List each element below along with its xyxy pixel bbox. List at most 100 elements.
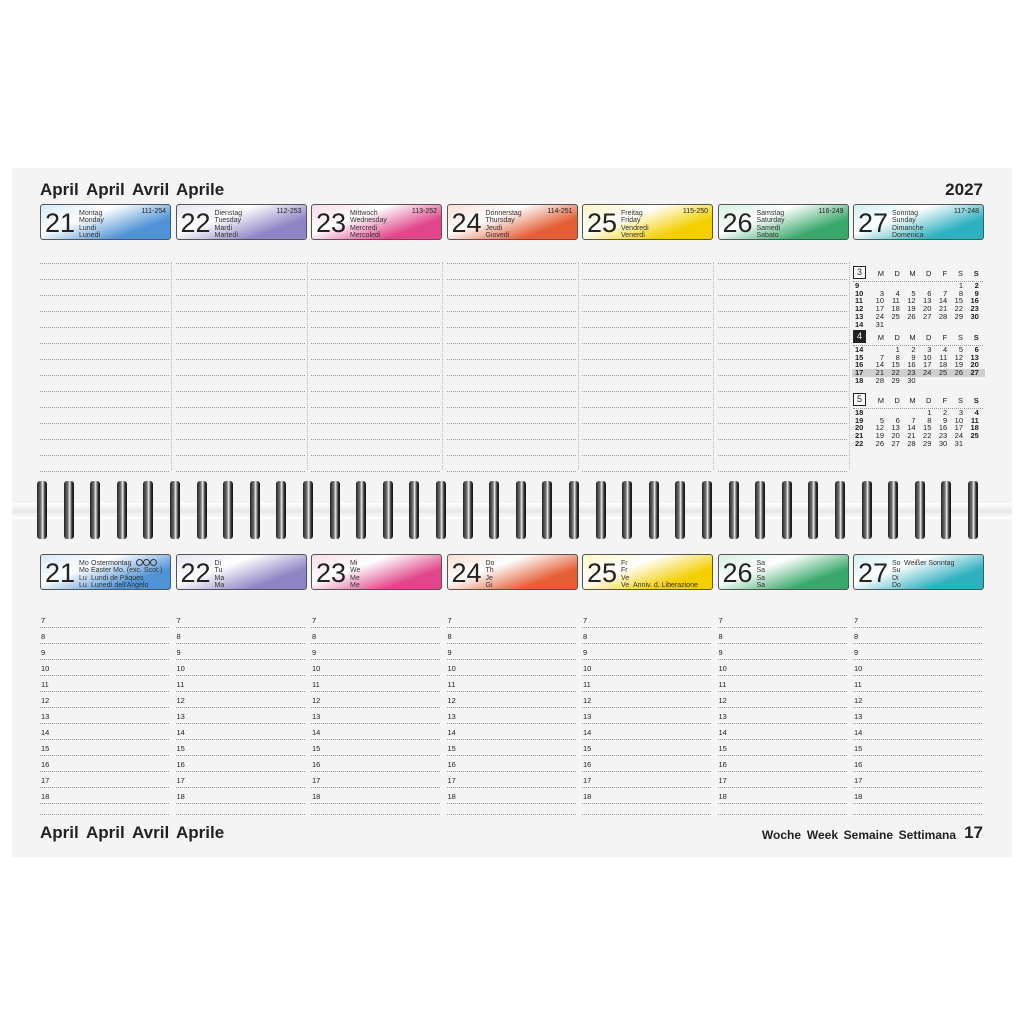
hour-label: 15	[854, 744, 863, 753]
note-line	[40, 375, 169, 376]
hour-line	[446, 771, 576, 772]
hour-label: 15	[718, 744, 727, 753]
hour-line	[311, 803, 440, 804]
day-card: 24 Donnerstag Thursday Jeudi Giovedì 114-251	[446, 204, 578, 240]
note-line	[175, 311, 305, 312]
spiral-ring	[489, 481, 500, 539]
note-line	[446, 439, 576, 440]
day-name: Saturday	[756, 217, 785, 225]
note-line	[40, 439, 169, 440]
hour-line	[175, 814, 305, 815]
note-line	[40, 311, 169, 312]
day-number: 24	[451, 558, 482, 588]
day: 27	[970, 368, 979, 378]
holiday-note: Anniv. d. Liberazione	[633, 581, 698, 589]
spiral-ring	[436, 481, 446, 539]
hour-line	[853, 707, 982, 708]
note-line	[446, 407, 576, 408]
hour-line	[582, 755, 711, 756]
day-abbr: Do	[892, 581, 901, 589]
weekday-letter: F	[942, 396, 948, 405]
day-abbr: Fr	[621, 567, 628, 575]
note-line	[311, 343, 440, 344]
month-title: Avril	[132, 823, 170, 842]
column-divider	[713, 262, 714, 470]
day: 20	[891, 431, 900, 441]
hour-label: 17	[854, 776, 863, 785]
day-abbr: Ve	[621, 574, 630, 582]
day: 9	[911, 352, 916, 362]
week-number: 18	[855, 375, 864, 385]
day: 15	[891, 360, 900, 370]
spiral-ring	[781, 481, 792, 539]
week-number: 9	[855, 281, 860, 290]
week-number: 21	[855, 431, 864, 441]
day: 27	[923, 311, 932, 321]
note-line	[582, 391, 711, 392]
hour-label: 8	[718, 632, 723, 641]
day-name: Samstag	[756, 210, 785, 217]
spiral-ring	[808, 481, 819, 539]
hour-line	[175, 675, 305, 676]
hour-label: 10	[447, 664, 456, 673]
day-number: 23	[316, 208, 347, 238]
spiral-ring	[382, 481, 393, 539]
note-line	[717, 455, 847, 456]
hour-line	[582, 675, 711, 676]
day-name: Donnerstag	[485, 210, 522, 217]
day-abbr: Fr	[621, 560, 628, 567]
day: 11	[939, 352, 948, 362]
day-number: 27	[858, 208, 889, 238]
hour-line	[40, 787, 169, 788]
week-number: 14	[855, 319, 864, 329]
hour-label: 12	[41, 696, 50, 705]
hour-label: 17	[583, 776, 592, 785]
hour-line	[582, 643, 711, 644]
hour-line	[311, 643, 440, 644]
note-line	[311, 279, 440, 280]
day: 2	[911, 345, 916, 354]
hour-line	[175, 627, 305, 628]
note-line	[175, 471, 305, 472]
hour-label: 8	[312, 632, 317, 641]
day-name: Giovedì	[485, 231, 510, 239]
rule	[853, 345, 983, 346]
spiral-ring	[63, 481, 74, 539]
day: 16	[907, 360, 916, 370]
weekday-letter: D	[894, 269, 900, 278]
note-line	[311, 311, 440, 312]
day-card: 24 Do Th Je Gi	[446, 554, 578, 590]
day: 9	[943, 415, 948, 425]
spiral-ring	[249, 481, 260, 539]
spiral-ring	[276, 481, 287, 539]
day: 30	[938, 438, 948, 448]
hour-line	[40, 691, 169, 692]
hour-label: 16	[447, 760, 456, 769]
week-word: Woche	[761, 828, 801, 842]
note-line	[717, 311, 847, 312]
day-name: Sabato	[756, 231, 779, 239]
note-line	[717, 263, 847, 264]
hour-label: 7	[41, 616, 46, 625]
rule	[853, 281, 983, 282]
hour-line	[717, 755, 847, 756]
hour-line	[175, 691, 305, 692]
hour-label: 10	[176, 664, 185, 673]
weekday-letter: M	[909, 269, 916, 278]
day: 30	[907, 375, 916, 385]
weekday-letter: F	[942, 333, 948, 342]
day-count: 114-251	[547, 208, 573, 215]
weekday-letter: D	[894, 333, 900, 342]
spiral-ring	[356, 481, 367, 539]
spiral-ring	[37, 481, 47, 539]
day: 19	[954, 360, 963, 370]
day-card: 26 Sa Sa Sa Sa	[717, 554, 849, 590]
note-line	[582, 439, 711, 440]
day-name: Montag	[79, 210, 103, 217]
hour-label: 14	[312, 728, 321, 737]
note-line	[717, 471, 847, 472]
hour-line	[175, 659, 305, 660]
note-line	[717, 279, 847, 280]
hour-line	[582, 787, 711, 788]
week-number: 20	[855, 423, 864, 433]
